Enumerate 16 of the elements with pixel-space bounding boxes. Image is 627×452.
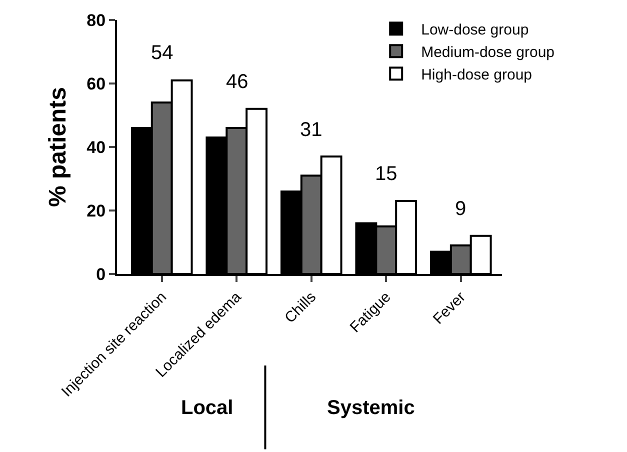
- legend-label: Low-dose group: [421, 21, 529, 38]
- data-label: 46: [226, 71, 248, 93]
- data-label: 31: [300, 119, 322, 141]
- data-label: 54: [151, 42, 174, 64]
- legend-label: High-dose group: [421, 66, 532, 84]
- text: Systemic: [327, 397, 415, 419]
- y-tick-label: 80: [86, 10, 106, 30]
- data-label: 15: [375, 163, 398, 185]
- data-label: 9: [455, 198, 466, 220]
- legend-label: Medium-dose group: [421, 44, 555, 61]
- y-axis-title: % patients: [44, 86, 72, 208]
- y-tick-label: 60: [86, 74, 106, 94]
- text: Local: [181, 397, 234, 419]
- y-tick-label: 40: [86, 138, 106, 157]
- y-tick-label: 20: [86, 201, 106, 220]
- y-tick-label: 0: [96, 264, 106, 284]
